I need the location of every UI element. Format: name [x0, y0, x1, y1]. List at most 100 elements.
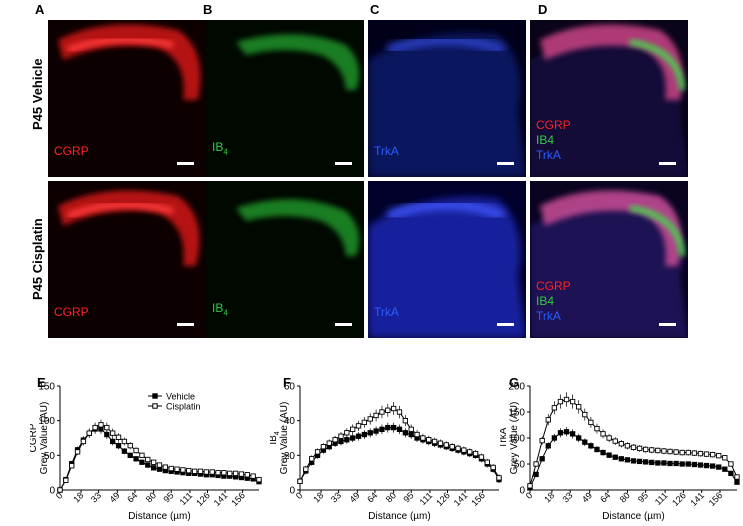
- data-point: [350, 435, 356, 441]
- data-point: [588, 443, 594, 449]
- data-point: [139, 459, 145, 465]
- data-point: [655, 447, 661, 454]
- y-tick-label: 0: [289, 486, 295, 497]
- x-axis-label: Distance (µm): [602, 511, 664, 522]
- x-tick-label: 0: [524, 490, 535, 501]
- data-point: [527, 483, 533, 489]
- data-point: [332, 437, 338, 443]
- data-point: [582, 411, 588, 418]
- data-point: [373, 412, 379, 419]
- x-tick-label: 111: [178, 490, 195, 507]
- data-point: [133, 456, 139, 462]
- data-point: [643, 446, 649, 453]
- panel-letter-e: E: [37, 375, 46, 390]
- data-point: [110, 430, 116, 436]
- y-tick-label: 100: [38, 416, 55, 427]
- data-point: [203, 469, 209, 475]
- x-tick-label: 111: [418, 490, 435, 507]
- x-tick-label: 141: [452, 490, 470, 508]
- y-tick-label: 20: [284, 451, 296, 462]
- x-tick-label: 64: [365, 490, 379, 504]
- data-point: [557, 430, 564, 436]
- data-point: [478, 454, 485, 460]
- data-point: [649, 447, 655, 453]
- data-point: [373, 428, 379, 434]
- data-point: [69, 463, 75, 469]
- series-cisplatin: [297, 402, 502, 485]
- data-point: [576, 435, 582, 441]
- y-tick-label: 0: [519, 486, 525, 497]
- y-axis-label-unit: Grey Value (AU): [39, 402, 50, 475]
- image-cisplatin-cgrp: CGRP: [48, 181, 206, 338]
- data-point: [563, 396, 570, 403]
- x-tick-label: 49: [580, 490, 594, 504]
- merged-trka: TrkA: [536, 309, 561, 323]
- y-axis-label-marker: TrkA: [500, 427, 509, 448]
- data-point: [367, 430, 373, 436]
- data-point: [309, 456, 315, 462]
- legend-marker: [152, 403, 158, 409]
- data-point: [104, 424, 110, 431]
- x-tick-label: 156: [707, 490, 725, 508]
- tissue-merged-cisplatin: [530, 181, 688, 338]
- merged-cgrp: CGRP: [536, 279, 571, 293]
- panel-letter-b: B: [203, 2, 213, 17]
- tissue-trka-vehicle: [368, 20, 526, 177]
- x-tick-label: 18: [542, 490, 556, 504]
- legend-label: Cisplatin: [166, 402, 201, 412]
- data-point: [74, 449, 81, 455]
- data-point: [139, 452, 145, 458]
- x-tick-label: 126: [670, 490, 688, 508]
- x-tick-label: 111: [653, 490, 670, 507]
- data-point: [703, 462, 710, 469]
- chart-trka: 0 50 100 150 200 0 18 33 49 64 80 95 111 126 141 156 Dis…: [500, 382, 740, 522]
- data-point: [244, 472, 250, 478]
- y-tick-label: 50: [514, 460, 526, 471]
- data-point: [431, 438, 438, 445]
- data-point: [297, 478, 303, 484]
- data-point: [697, 450, 704, 457]
- data-point: [685, 449, 691, 456]
- data-point: [661, 448, 667, 454]
- data-point: [673, 449, 679, 455]
- series-line: [529, 398, 738, 486]
- y-tick-label: 40: [284, 416, 296, 427]
- data-point: [420, 435, 426, 441]
- data-point: [402, 418, 409, 424]
- panel-letter-d: D: [538, 2, 548, 17]
- data-point: [618, 441, 624, 447]
- data-point: [449, 444, 455, 450]
- scale-bar: [335, 162, 352, 165]
- data-point: [127, 442, 133, 449]
- merged-ib4: IB4: [536, 133, 555, 147]
- data-point: [728, 470, 734, 477]
- x-axis-label: Distance (µm): [128, 511, 190, 522]
- scale-bar: [497, 162, 514, 165]
- panel-letter-a: A: [35, 2, 45, 17]
- data-point: [215, 470, 221, 476]
- data-point: [355, 423, 362, 429]
- data-point: [350, 426, 356, 432]
- data-point: [379, 426, 385, 432]
- label-cgrp: CGRP: [54, 144, 89, 158]
- data-point: [612, 438, 618, 444]
- x-tick-label: 33: [329, 490, 343, 504]
- label-ib4: IB4: [212, 300, 228, 317]
- data-point: [168, 465, 174, 472]
- scale-bar: [659, 323, 676, 326]
- x-tick-label: 0: [54, 490, 65, 501]
- data-point: [115, 434, 122, 440]
- tissue-cgrp-vehicle: [48, 20, 206, 177]
- x-tick-label: 18: [311, 490, 325, 504]
- y-tick-label: 100: [508, 434, 525, 445]
- y-tick-label: 60: [284, 382, 296, 393]
- data-point: [402, 430, 409, 436]
- data-point: [643, 459, 649, 465]
- data-point: [636, 458, 643, 465]
- x-tick-label: 33: [89, 490, 103, 504]
- data-point: [361, 419, 368, 426]
- data-point: [156, 462, 163, 468]
- data-point: [115, 442, 122, 449]
- scale-bar: [335, 323, 352, 326]
- data-point: [414, 431, 420, 438]
